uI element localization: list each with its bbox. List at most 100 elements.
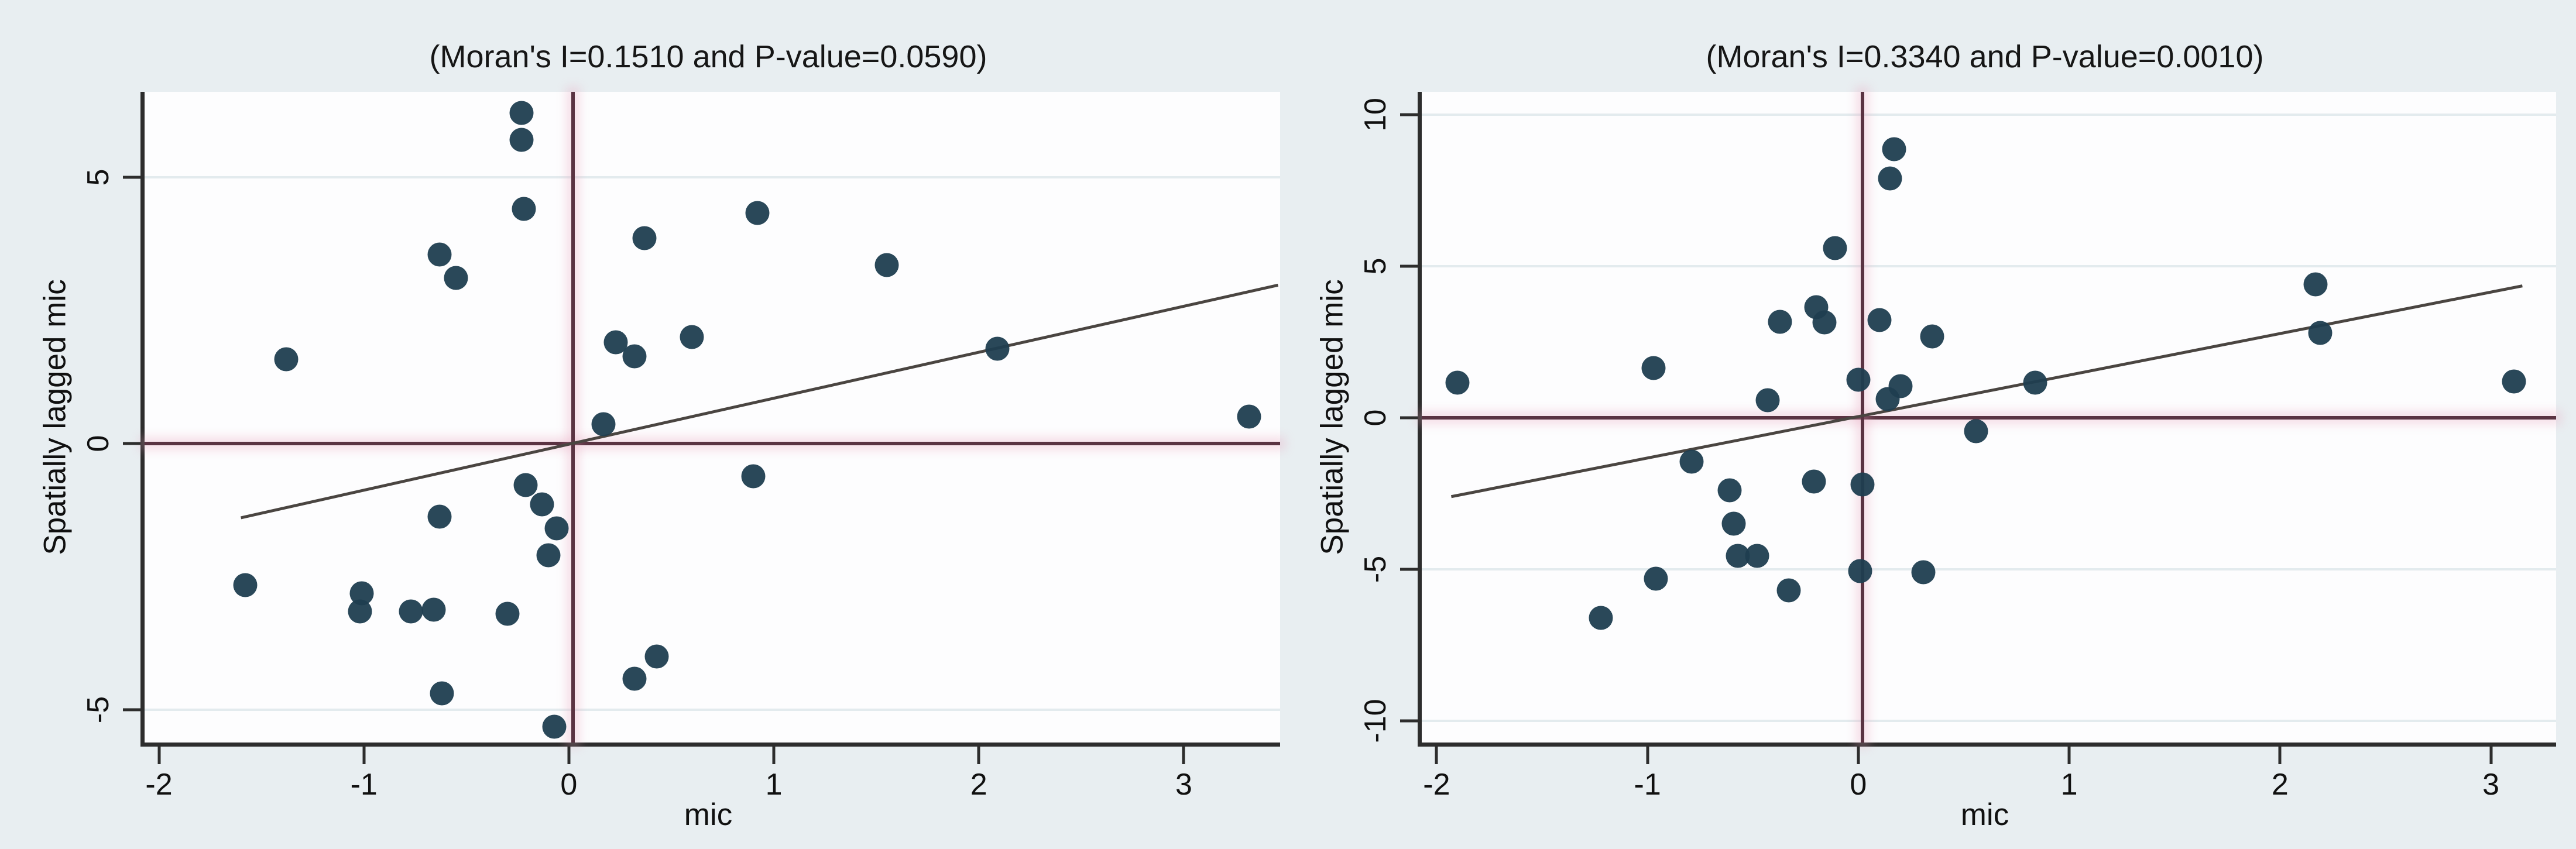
data-point (1875, 387, 1900, 411)
data-point (427, 242, 452, 267)
x-tick-mark (2278, 747, 2282, 764)
data-point (874, 253, 899, 277)
x-tick-label: 0 (1850, 768, 1867, 802)
data-point (985, 336, 1010, 361)
data-point (399, 599, 423, 624)
y-tick-mark (1400, 113, 1418, 116)
chart-title: (Moran's I=0.3340 and P-value=0.0010) (1706, 39, 2264, 74)
data-point (430, 681, 454, 706)
data-point (2502, 369, 2526, 394)
gridline (145, 708, 1280, 711)
x-tick-mark (1182, 747, 1185, 764)
x-tick-mark (567, 747, 571, 764)
data-point (1878, 166, 1902, 191)
data-point (1445, 370, 1470, 395)
x-tick-label: -1 (1634, 768, 1661, 802)
data-point (274, 347, 299, 372)
data-point (536, 543, 561, 568)
x-tick-label: -2 (1423, 768, 1450, 802)
y-axis-title: Spatially lagged mic (1315, 279, 1350, 555)
y-tick-label: 0 (81, 435, 115, 452)
y-tick-label: -5 (81, 696, 115, 723)
y-axis-title: Spatially lagged mic (37, 279, 73, 555)
x-tick-mark (362, 747, 366, 764)
x-axis-title: mic (1960, 798, 2009, 832)
data-point (1237, 404, 1261, 429)
data-point (1721, 511, 1746, 536)
x-tick-label: 3 (2482, 768, 2499, 802)
data-point (1589, 606, 1613, 630)
data-point (1920, 324, 1944, 349)
reference-line-x0 (571, 92, 575, 743)
data-point (233, 573, 258, 597)
x-tick-mark (1646, 747, 1649, 764)
data-point (1867, 308, 1892, 332)
data-point (544, 516, 569, 541)
y-tick-mark (123, 442, 140, 445)
data-point (591, 412, 616, 436)
y-tick-label: -5 (1359, 555, 1392, 583)
data-point (348, 599, 372, 624)
data-point (1768, 310, 1792, 334)
x-tick-label: 2 (970, 768, 987, 802)
y-tick-label: -10 (1359, 699, 1392, 743)
data-point (444, 266, 468, 290)
data-point (1846, 367, 1871, 392)
x-tick-label: 3 (1175, 768, 1192, 802)
data-point (1776, 578, 1801, 603)
y-tick-mark (1400, 264, 1418, 268)
plot-area (1418, 92, 2556, 747)
x-tick-label: -2 (145, 768, 173, 802)
y-tick-mark (1400, 416, 1418, 420)
data-point (622, 666, 647, 691)
x-axis-title: mic (684, 798, 733, 832)
reference-line-y0 (1422, 416, 2556, 420)
data-point (509, 128, 534, 152)
data-point (2308, 321, 2333, 345)
x-tick-label: 1 (2060, 768, 2078, 802)
data-point (512, 197, 536, 221)
y-tick-mark (123, 708, 140, 711)
data-point (495, 601, 520, 626)
x-tick-mark (2067, 747, 2071, 764)
x-tick-label: 1 (765, 768, 783, 802)
data-point (1882, 137, 1906, 161)
fit-line (1450, 284, 2523, 499)
y-tick-mark (1400, 568, 1418, 571)
data-point (1745, 544, 1769, 568)
x-tick-label: 0 (560, 768, 578, 802)
data-point (2023, 370, 2047, 395)
x-tick-mark (2489, 747, 2493, 764)
data-point (1644, 566, 1668, 591)
data-point (509, 101, 534, 125)
data-point (632, 226, 657, 250)
gridline (1422, 568, 2556, 571)
y-tick-label: 5 (81, 169, 115, 186)
data-point (2303, 272, 2328, 297)
data-point (1823, 236, 1847, 260)
data-point (1848, 559, 1872, 583)
data-point (741, 464, 766, 489)
data-point (1755, 388, 1780, 413)
data-point (1850, 472, 1875, 497)
data-point (1802, 469, 1826, 494)
fit-line (241, 283, 1279, 520)
y-tick-label: 5 (1359, 257, 1392, 275)
y-tick-mark (1400, 719, 1418, 723)
gridline (145, 176, 1280, 178)
data-point (622, 344, 647, 369)
reference-line-y0 (145, 441, 1280, 445)
data-point (513, 473, 538, 497)
x-tick-mark (977, 747, 980, 764)
plot-area (140, 92, 1280, 747)
data-point (421, 597, 446, 621)
y-tick-label: 0 (1359, 409, 1392, 427)
gridline (1422, 113, 2556, 116)
x-tick-mark (1435, 747, 1438, 764)
y-tick-label: 10 (1359, 97, 1392, 132)
x-tick-mark (772, 747, 776, 764)
gridline (1422, 720, 2556, 723)
data-point (644, 644, 669, 669)
data-point (680, 325, 704, 349)
